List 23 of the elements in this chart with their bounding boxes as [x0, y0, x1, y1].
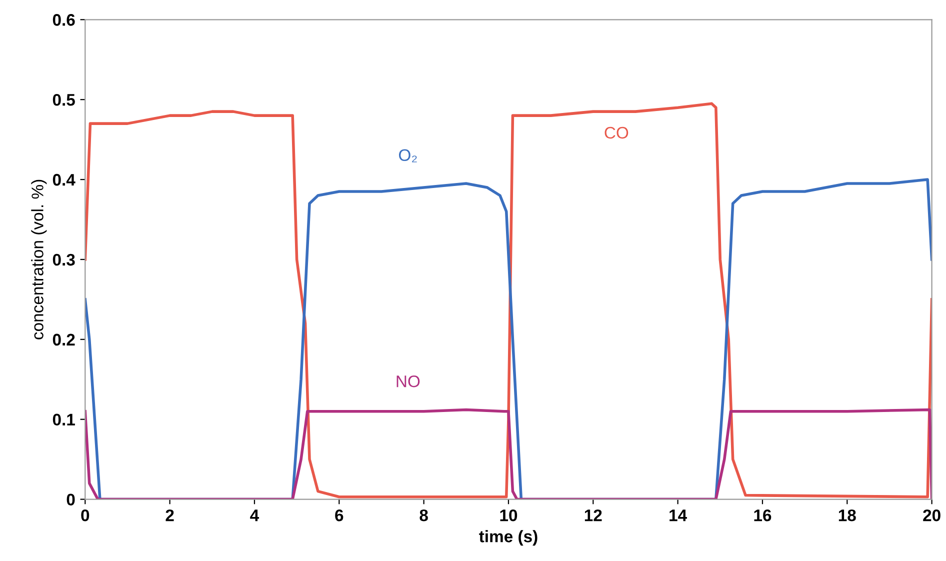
x-tick-label: 20 — [923, 509, 940, 522]
y-tick-label: 0 — [66, 494, 75, 506]
series-label: CO — [604, 126, 628, 139]
x-tick-label: 8 — [420, 509, 428, 522]
y-tick-label: 0.5 — [52, 94, 75, 106]
series-label: O₂ — [399, 149, 417, 162]
x-tick-label: 16 — [754, 509, 772, 522]
x-tick-label: 14 — [670, 510, 687, 522]
x-tick-label: 12 — [584, 509, 602, 522]
x-tick-label: 2 — [166, 509, 174, 522]
x-axis-title: time (s) — [479, 530, 538, 546]
y-tick-label: 0.1 — [52, 414, 75, 426]
x-tick-label: 18 — [838, 509, 856, 522]
x-tick-label: 4 — [250, 510, 260, 522]
y-tick-label: 0.2 — [52, 334, 75, 346]
series-label: NO — [396, 375, 420, 388]
y-tick-label: 0.4 — [52, 174, 76, 186]
x-tick-label: 6 — [335, 509, 344, 522]
y-axis-title: concentration (vol. %) — [31, 180, 47, 340]
x-tick-label: 0 — [81, 509, 90, 522]
x-tick-label: 10 — [500, 509, 518, 522]
y-tick-label: 0.3 — [52, 254, 75, 266]
y-tick-label: 0.6 — [52, 14, 75, 26]
